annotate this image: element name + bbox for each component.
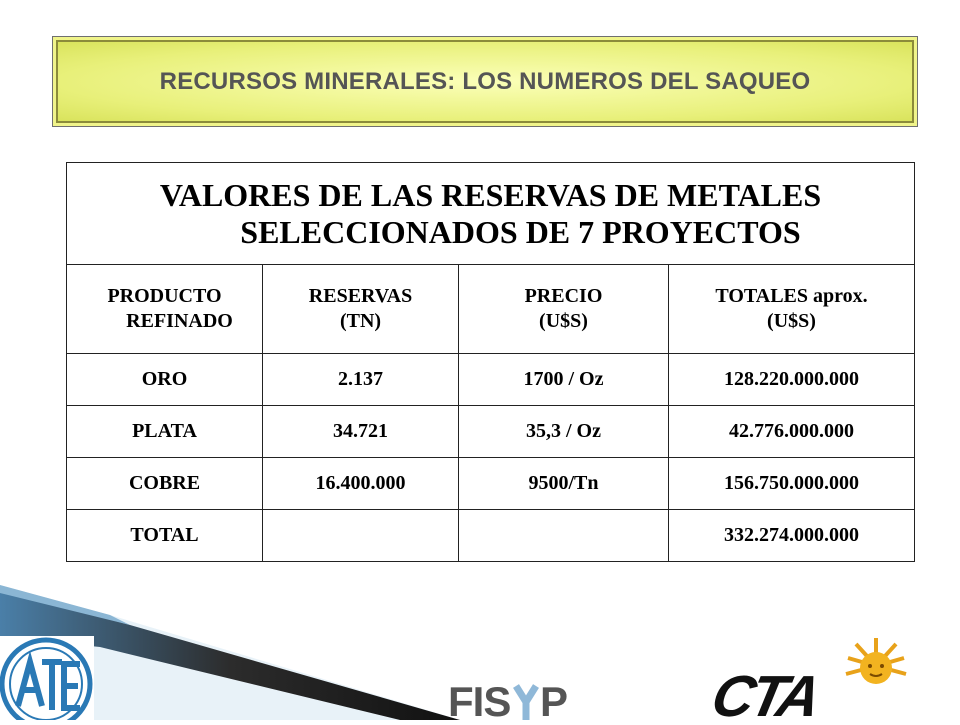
header-reservas: RESERVAS (TN): [262, 264, 459, 354]
reserves-table: VALORES DE LAS RESERVAS DE METALES SELEC…: [66, 162, 915, 562]
table-row-total: TOTAL 332.274.000.000: [66, 509, 915, 562]
header-precio: PRECIO (U$S): [458, 264, 669, 354]
cell-reserves: 2.137: [262, 353, 459, 406]
header-reservas-line1: RESERVAS: [308, 285, 413, 307]
fisyp-logo: FIS P: [448, 678, 568, 720]
header-precio-line1: PRECIO: [524, 285, 603, 307]
header-totales-line2: (U$S): [767, 310, 816, 332]
svg-text:P: P: [540, 678, 568, 720]
cell-price: [458, 509, 669, 562]
table-row-oro: ORO 2.137 1700 / Oz 128.220.000.000: [66, 353, 915, 406]
table-row-cobre: COBRE 16.400.000 9500/Tn 156.750.000.000: [66, 457, 915, 510]
header-producto-line2: REFINADO: [126, 310, 233, 332]
header-totales: TOTALES aprox. (U$S): [668, 264, 915, 354]
svg-text:CTA: CTA: [706, 665, 823, 720]
cell-price: 9500/Tn: [458, 457, 669, 510]
table-row-plata: PLATA 34.721 35,3 / Oz 42.776.000.000: [66, 405, 915, 458]
title-banner: RECURSOS MINERALES: LOS NUMEROS DEL SAQU…: [52, 36, 918, 127]
table-caption: VALORES DE LAS RESERVAS DE METALES SELEC…: [66, 162, 915, 265]
table-caption-line1: VALORES DE LAS RESERVAS DE METALES: [159, 176, 822, 213]
cell-product: PLATA: [66, 405, 263, 458]
cta-logo: CTA: [706, 638, 907, 720]
cell-reserves: 16.400.000: [262, 457, 459, 510]
header-producto-line1: PRODUCTO: [107, 285, 222, 307]
page-title: RECURSOS MINERALES: LOS NUMEROS DEL SAQU…: [159, 67, 811, 95]
table-caption-line2: SELECCIONADOS DE 7 PROYECTOS: [240, 213, 801, 250]
ate-logo: [0, 636, 94, 725]
cell-price: 35,3 / Oz: [458, 405, 669, 458]
cell-total: 332.274.000.000: [668, 509, 915, 562]
decorative-wedge: [0, 585, 460, 720]
header-producto: PRODUCTO REFINADO: [66, 264, 263, 354]
cell-product: TOTAL: [66, 509, 263, 562]
cell-price: 1700 / Oz: [458, 353, 669, 406]
ate-emblem-icon: [0, 637, 93, 725]
cell-product: COBRE: [66, 457, 263, 510]
title-banner-inner: RECURSOS MINERALES: LOS NUMEROS DEL SAQU…: [56, 40, 914, 123]
cell-reserves: 34.721: [262, 405, 459, 458]
cell-product: ORO: [66, 353, 263, 406]
header-precio-line2: (U$S): [539, 310, 588, 332]
cell-total: 156.750.000.000: [668, 457, 915, 510]
cell-reserves: [262, 509, 459, 562]
cell-total: 42.776.000.000: [668, 405, 915, 458]
header-reservas-line2: (TN): [339, 310, 382, 332]
header-totales-line1: TOTALES aprox.: [715, 285, 868, 307]
table-header-row: PRODUCTO REFINADO RESERVAS (TN) PRECIO (…: [66, 264, 915, 354]
cell-total: 128.220.000.000: [668, 353, 915, 406]
svg-text:FIS: FIS: [448, 678, 510, 720]
sun-icon: [845, 638, 907, 684]
